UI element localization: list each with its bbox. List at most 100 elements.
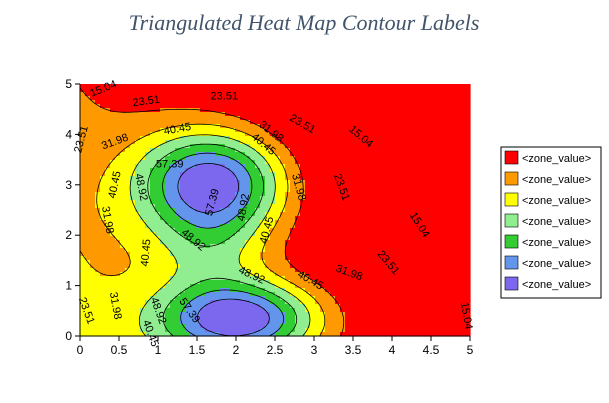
heatmap-cell: [255, 84, 261, 89]
heatmap-cell: [195, 276, 201, 281]
heatmap-cell: [335, 208, 341, 213]
heatmap-cell: [155, 192, 161, 197]
heatmap-cell: [310, 84, 316, 89]
heatmap-cell: [220, 100, 226, 105]
heatmap-cell: [130, 140, 136, 145]
heatmap-cell: [435, 300, 441, 305]
heatmap-cell: [385, 136, 391, 141]
heatmap-cell: [135, 148, 141, 153]
heatmap-cell: [105, 184, 111, 189]
heatmap-cell: [100, 148, 106, 153]
heatmap-cell: [355, 252, 361, 257]
heatmap-cell: [235, 268, 241, 273]
heatmap-cell: [420, 160, 426, 165]
heatmap-cell: [355, 92, 361, 97]
heatmap-cell: [180, 212, 186, 217]
heatmap-cell: [440, 100, 446, 105]
heatmap-cell: [460, 112, 466, 117]
heatmap-cell: [160, 276, 166, 281]
heatmap-cell: [380, 244, 386, 249]
heatmap-cell: [200, 316, 206, 321]
heatmap-cell: [395, 148, 401, 153]
heatmap-cell: [365, 220, 371, 225]
heatmap-cell: [430, 92, 436, 97]
heatmap-cell: [145, 276, 151, 281]
heatmap-cell: [325, 120, 331, 125]
heatmap-cell: [185, 224, 191, 229]
heatmap-cell: [360, 240, 366, 245]
heatmap-cell: [355, 148, 361, 153]
heatmap-cell: [320, 152, 326, 157]
heatmap-cell: [215, 316, 221, 321]
heatmap-cell: [160, 252, 166, 257]
heatmap-cell: [135, 308, 141, 313]
heatmap-cell: [275, 308, 281, 313]
heatmap-cell: [175, 192, 181, 197]
heatmap-cell: [130, 324, 136, 329]
heatmap-cell: [415, 200, 421, 205]
heatmap-cell: [90, 108, 96, 113]
heatmap-cell: [385, 208, 391, 213]
heatmap-cell: [395, 172, 401, 177]
heatmap-cell: [290, 308, 296, 313]
heatmap-cell: [105, 192, 111, 197]
heatmap-cell: [395, 116, 401, 121]
heatmap-cell: [450, 204, 456, 209]
heatmap-cell: [415, 160, 421, 165]
heatmap-cell: [230, 244, 236, 249]
heatmap-cell: [105, 328, 111, 333]
heatmap-cell: [415, 276, 421, 281]
heatmap-cell: [445, 164, 451, 169]
heatmap-cell: [95, 132, 101, 137]
heatmap-cell: [220, 160, 226, 165]
heatmap-cell: [235, 168, 241, 173]
contour-label: 31.98: [107, 291, 124, 320]
heatmap-cell: [250, 220, 256, 225]
heatmap-cell: [125, 188, 131, 193]
heatmap-cell: [140, 212, 146, 217]
heatmap-cell: [280, 132, 286, 137]
heatmap-cell: [440, 276, 446, 281]
heatmap-cell: [300, 108, 306, 113]
heatmap-cell: [155, 136, 161, 141]
heatmap-cell: [125, 260, 131, 265]
heatmap-cell: [285, 148, 291, 153]
heatmap-cell: [405, 288, 411, 293]
heatmap-cell: [365, 312, 371, 317]
heatmap-cell: [95, 260, 101, 265]
heatmap-cell: [400, 136, 406, 141]
heatmap-cell: [220, 272, 226, 277]
heatmap-cell: [315, 112, 321, 117]
heatmap-cell: [225, 248, 231, 253]
heatmap-cell: [80, 220, 86, 225]
heatmap-cell: [105, 112, 111, 117]
heatmap-cell: [445, 108, 451, 113]
heatmap-cell: [415, 92, 421, 97]
heatmap-cell: [300, 252, 306, 257]
heatmap-cell: [310, 100, 316, 105]
heatmap-cell: [240, 304, 246, 309]
heatmap-cell: [390, 144, 396, 149]
heatmap-cell: [250, 208, 256, 213]
heatmap-cell: [430, 108, 436, 113]
heatmap-cell: [160, 244, 166, 249]
heatmap-cell: [325, 136, 331, 141]
heatmap-cell: [260, 172, 266, 177]
heatmap-cell: [445, 248, 451, 253]
heatmap-cell: [260, 324, 266, 329]
heatmap-cell: [300, 276, 306, 281]
heatmap-cell: [215, 84, 221, 89]
heatmap-cell: [400, 196, 406, 201]
heatmap-cell: [340, 248, 346, 253]
heatmap-cell: [280, 176, 286, 181]
heatmap-cell: [265, 172, 271, 177]
heatmap-cell: [85, 132, 91, 137]
heatmap-cell: [235, 272, 241, 277]
heatmap-cell: [165, 256, 171, 261]
heatmap-cell: [355, 84, 361, 89]
heatmap-cell: [80, 160, 86, 165]
heatmap-cell: [100, 292, 106, 297]
heatmap-cell: [220, 248, 226, 253]
heatmap-cell: [120, 264, 126, 269]
heatmap-cell: [380, 216, 386, 221]
